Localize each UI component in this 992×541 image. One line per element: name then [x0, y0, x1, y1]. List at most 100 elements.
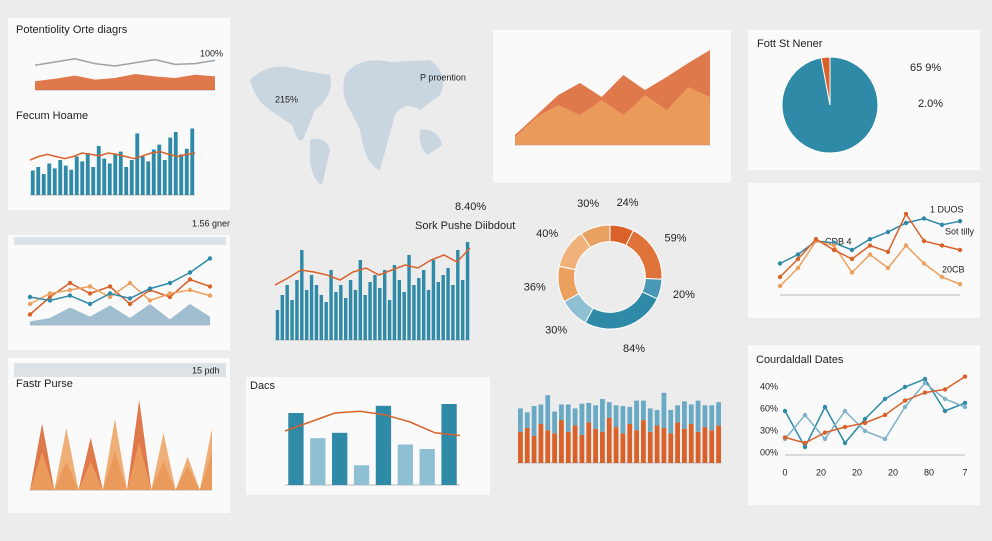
bar: [446, 268, 450, 340]
data-label: 30%: [545, 325, 567, 337]
point: [777, 261, 783, 266]
point: [902, 398, 908, 403]
point: [957, 282, 963, 287]
point: [867, 237, 873, 242]
bar: [392, 265, 397, 340]
bar-segment: [606, 417, 612, 463]
point: [921, 261, 927, 266]
bar: [402, 292, 406, 340]
point: [107, 294, 113, 300]
bar: [184, 148, 189, 195]
x-tick-label: 20: [816, 467, 826, 477]
bar-segment: [579, 403, 585, 435]
point: [27, 312, 33, 317]
bar: [397, 280, 402, 340]
bar: [417, 278, 421, 340]
bar-segment: [682, 428, 687, 463]
bar-segment: [695, 431, 701, 463]
point: [147, 286, 153, 291]
bar: [300, 250, 304, 340]
bar-segment: [675, 422, 680, 463]
point: [903, 243, 909, 248]
bar: [373, 275, 377, 340]
annotation: 1.56 gner: [192, 218, 230, 228]
bar-segment: [620, 406, 626, 434]
bar: [30, 170, 35, 195]
donut-segment: [580, 224, 611, 249]
chart-title: Dacs: [250, 380, 276, 392]
bar: [334, 292, 338, 340]
bar-segment: [559, 420, 564, 463]
bar-segment: [586, 402, 592, 423]
bar: [275, 310, 280, 340]
annotation: Sot tilly: [945, 226, 975, 236]
bar-segment: [538, 424, 544, 463]
point: [902, 404, 908, 410]
bar: [353, 465, 370, 485]
point: [849, 256, 855, 262]
point: [782, 435, 788, 440]
y-label: 40%: [760, 381, 778, 391]
data-label: 59%: [665, 232, 687, 244]
bar-segment: [613, 405, 619, 428]
bar: [436, 282, 441, 340]
bar-segment: [716, 402, 721, 426]
point: [147, 298, 153, 303]
bar-segment: [545, 395, 551, 431]
point: [802, 440, 808, 446]
line: [284, 410, 461, 437]
bar: [310, 438, 326, 485]
point: [867, 252, 873, 257]
line: [784, 375, 966, 444]
point: [813, 237, 819, 242]
bar: [421, 270, 426, 340]
bar-segment: [518, 408, 523, 432]
bar-segment: [579, 434, 585, 463]
line: [29, 282, 211, 305]
area: [35, 74, 215, 90]
point: [67, 280, 73, 286]
x-tick-label: 0: [782, 467, 787, 477]
point: [67, 287, 73, 293]
line: [34, 58, 216, 67]
bar: [58, 160, 63, 195]
continent: [310, 138, 330, 185]
bar: [426, 290, 431, 340]
point: [207, 256, 213, 261]
bar-segment: [709, 405, 715, 431]
annotation: 215%: [275, 94, 298, 104]
bar: [47, 163, 52, 195]
bar: [412, 285, 416, 340]
bar-segment: [688, 424, 694, 463]
point: [939, 243, 945, 248]
bar-segment: [572, 408, 578, 426]
point: [822, 436, 828, 442]
bar-segment: [702, 427, 708, 463]
point: [802, 412, 808, 418]
bar: [36, 167, 41, 195]
bar-segment: [634, 400, 639, 431]
y-label: 30%: [760, 425, 778, 435]
bar: [179, 154, 184, 195]
point: [27, 294, 33, 300]
bar-segment: [641, 420, 646, 463]
bar: [353, 290, 358, 340]
bar-segment: [668, 433, 674, 463]
bar-segment: [565, 431, 571, 463]
bar: [85, 153, 90, 195]
bar: [314, 285, 319, 340]
x-tick-label: 7: [962, 467, 967, 477]
point: [921, 238, 927, 244]
point: [957, 247, 963, 253]
bar: [456, 250, 460, 340]
bar: [96, 146, 101, 195]
bar: [52, 168, 57, 195]
bar: [140, 156, 145, 195]
chart-title: Fastr Purse: [16, 378, 73, 390]
bar-segment: [647, 431, 653, 463]
bar-segment: [572, 425, 578, 463]
bar-segment: [716, 425, 721, 463]
bar-segment: [661, 427, 667, 463]
data-label: 40%: [536, 228, 558, 240]
x-tick-label: 20: [888, 467, 898, 477]
